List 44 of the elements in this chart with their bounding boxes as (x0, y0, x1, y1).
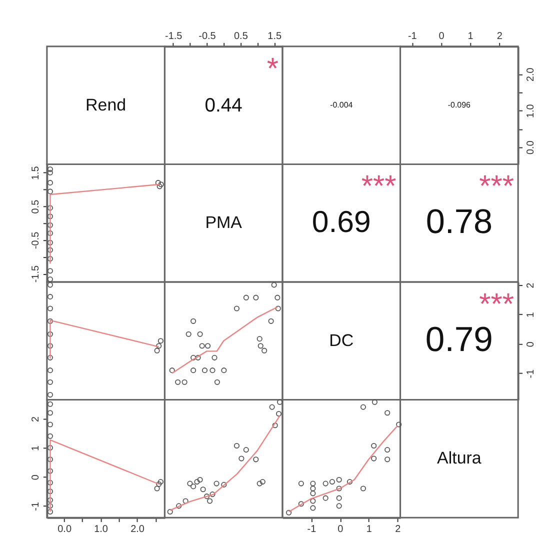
x-tick-label: 0.5 (234, 30, 248, 42)
text: DC (329, 330, 354, 350)
y-tick-label: -1.5 (30, 265, 42, 283)
y-tick-label: 2 (526, 282, 537, 288)
y-tick-label: 1.5 (30, 166, 42, 180)
x-tick-label: 1 (366, 524, 372, 536)
text: -0.004 (330, 100, 354, 110)
x-tick-label: 2 (496, 30, 503, 42)
x-tick-label: 1 (468, 30, 474, 42)
x-tick-label: 2 (395, 524, 402, 536)
annotation: -0.096 (448, 100, 472, 110)
text: *** (361, 170, 397, 204)
y-tick-label: 2.0 (526, 67, 537, 82)
x-tick-label: 0 (338, 524, 344, 536)
y-tick-label: 0 (526, 341, 537, 348)
x-tick-label: 0.0 (58, 524, 72, 536)
x-tick-label: 1.0 (94, 524, 108, 536)
y-tick-label: 0 (30, 474, 42, 480)
x-tick-label: 2.0 (130, 524, 145, 536)
y-tick-label: 1 (526, 312, 537, 318)
text: Rend (86, 95, 126, 114)
annotation: 0.79 (425, 320, 493, 359)
x-tick-label: 1.5 (268, 30, 282, 42)
x-tick-label: 0 (438, 30, 445, 42)
y-tick-label: 1 (30, 445, 42, 452)
text: Altura (437, 448, 482, 468)
y-tick-label: 0.5 (30, 199, 42, 214)
x-tick-label: -1.5 (165, 30, 183, 42)
text: PMA (205, 213, 243, 232)
y-tick-label: -0.5 (30, 231, 42, 250)
text: *** (479, 170, 514, 204)
y-tick-label: -1 (30, 502, 42, 511)
x-tick-label: -1 (408, 30, 418, 42)
text: 0.69 (312, 206, 371, 240)
x-tick-label: -0.5 (198, 30, 216, 42)
x-tick-label: -1 (307, 524, 317, 536)
annotation: * (266, 52, 279, 86)
y-tick-label: 1.0 (526, 104, 537, 118)
y-tick-label: -1 (526, 368, 537, 378)
y-tick-label: 0.0 (526, 140, 537, 154)
annotation: 0.44 (204, 95, 243, 116)
y-tick-label: 2 (30, 416, 42, 422)
text: 0.78 (426, 203, 493, 242)
annotation: *** (479, 288, 514, 321)
